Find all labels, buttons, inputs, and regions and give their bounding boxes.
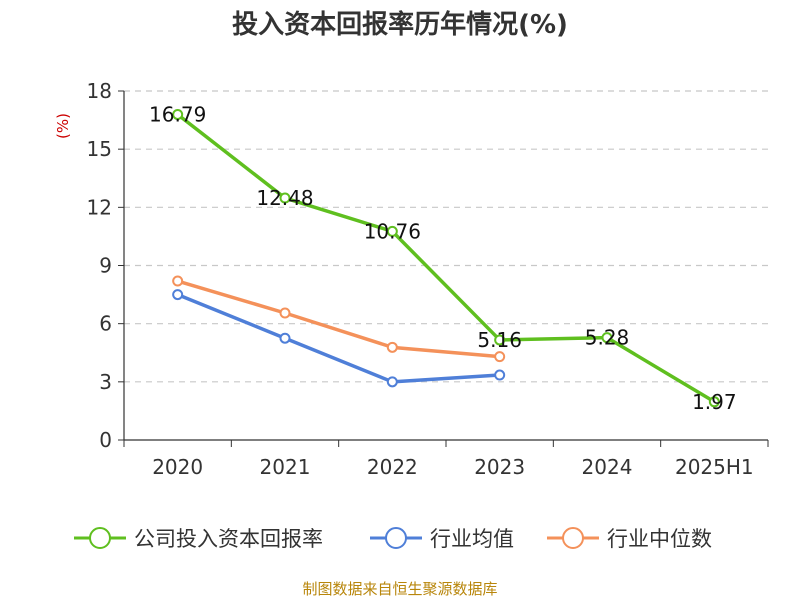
series-0-point-0 — [172, 108, 184, 120]
series-0-point-3 — [494, 334, 506, 346]
series-0-point-4 — [601, 332, 613, 344]
x-tick-label: 2025H1 — [675, 455, 754, 479]
x-tick-label: 2022 — [367, 455, 418, 479]
x-tick-label: 2020 — [152, 455, 203, 479]
series-1-point-3 — [494, 369, 506, 381]
data-label: 10.76 — [364, 219, 421, 243]
x-tick-label: 2021 — [260, 455, 311, 479]
axis-layer: 0 3 6 9 12 15 18 2020 2021 2022 2023 2024 2025H1 — [87, 79, 769, 479]
series-0-point-1 — [279, 192, 291, 204]
y-tick-label: 12 — [87, 195, 112, 219]
series-line-1 — [175, 292, 502, 384]
label-layer: 16.79 12.48 10.76 5.16 5.28 1.97 — [149, 102, 737, 413]
series-0-point-2 — [386, 225, 398, 237]
legend-marker-0 — [89, 527, 111, 549]
y-tick-label: 9 — [99, 254, 112, 278]
source-note: 制图数据来自恒生聚源数据库 — [302, 580, 497, 598]
series-1-point-1 — [279, 332, 291, 344]
legend-label-1: 行业均值 — [430, 527, 514, 551]
data-label: 16.79 — [149, 102, 206, 126]
series-1-point-2 — [386, 376, 398, 388]
y-tick-label: 3 — [99, 370, 112, 394]
y-tick-label: 6 — [99, 312, 112, 336]
series-line-2 — [175, 279, 502, 359]
data-label: 12.48 — [256, 186, 313, 210]
y-tick-label: 15 — [87, 137, 112, 161]
legend-label-2: 行业中位数 — [607, 527, 712, 551]
y-tick-label: 18 — [87, 79, 112, 103]
x-tick-label: 2024 — [582, 455, 633, 479]
grid-layer — [124, 90, 768, 383]
series-2-point-0 — [172, 275, 184, 287]
x-tick-label: 2023 — [474, 455, 525, 479]
y-tick-label: 0 — [99, 428, 112, 452]
series-0-point-5 — [708, 396, 720, 408]
legend-marker-2 — [562, 527, 584, 549]
series-layer — [172, 108, 720, 408]
data-label: 5.28 — [585, 326, 630, 350]
chart-title: 投入资本回报率历年情况(%) — [232, 9, 568, 40]
series-2-point-3 — [494, 351, 506, 363]
series-line-0 — [175, 112, 717, 404]
data-label: 1.97 — [692, 390, 737, 414]
y-axis-unit: (%) — [54, 113, 72, 139]
legend-label-0: 公司投入资本回报率 — [134, 527, 323, 551]
legend-marker-1 — [385, 527, 407, 549]
series-2-point-1 — [279, 307, 291, 319]
legend: 公司投入资本回报率 行业均值 行业中位数 — [74, 527, 712, 551]
data-label: 5.16 — [477, 328, 522, 352]
series-2-point-2 — [386, 341, 398, 353]
series-1-point-0 — [172, 289, 184, 301]
